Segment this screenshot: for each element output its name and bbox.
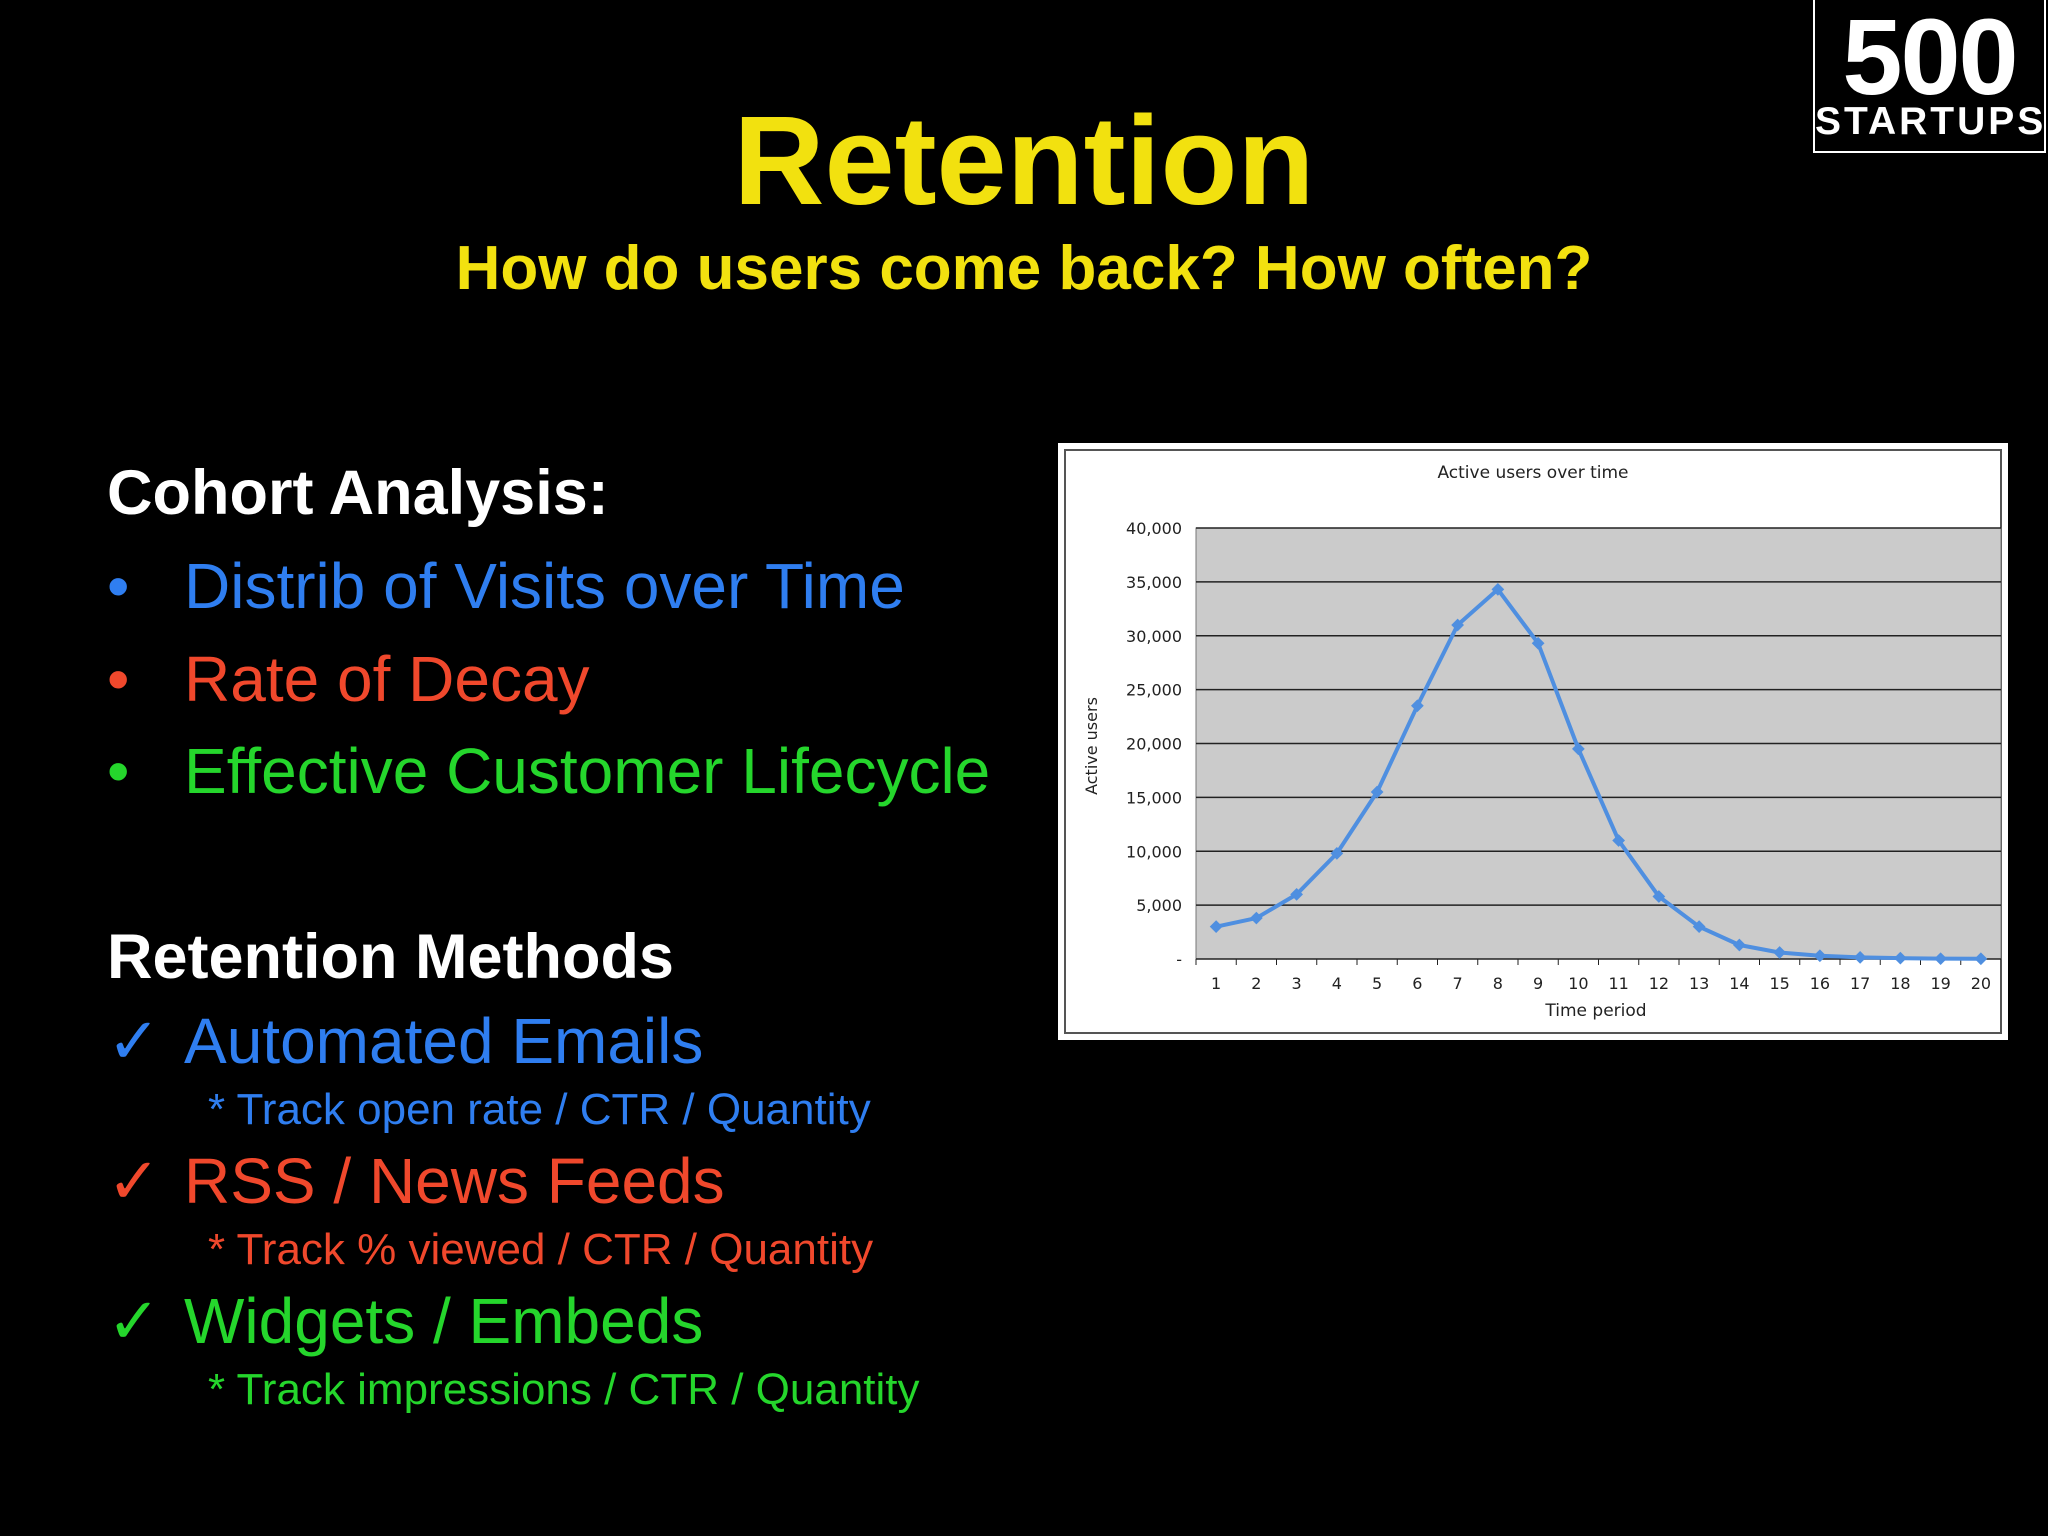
slide-title: Retention bbox=[733, 90, 1315, 231]
x-tick-label: 9 bbox=[1533, 974, 1543, 993]
y-tick-label: 10,000 bbox=[1126, 842, 1182, 861]
x-tick-label: 10 bbox=[1568, 974, 1588, 993]
active-users-chart: - 5,000 10,000 15,000 20,000 25,000 30,000 35,0… bbox=[1058, 443, 2008, 1040]
x-tick-label: 5 bbox=[1372, 974, 1382, 993]
y-tick-label: 25,000 bbox=[1126, 681, 1182, 700]
x-tick-label: 11 bbox=[1608, 974, 1628, 993]
logo-word: STARTUPS bbox=[1815, 100, 2047, 143]
y-axis-label: Active users bbox=[1082, 697, 1101, 795]
x-tick-label: 19 bbox=[1930, 974, 1950, 993]
x-tick-label: 8 bbox=[1493, 974, 1503, 993]
x-tick-label: 17 bbox=[1850, 974, 1870, 993]
retention-item-detail: * Track open rate / CTR / Quantity bbox=[208, 1085, 871, 1134]
x-tick-label: 4 bbox=[1332, 974, 1342, 993]
cohort-item-label: Effective Customer Lifecycle bbox=[184, 735, 991, 807]
x-tick-label: 6 bbox=[1412, 974, 1422, 993]
y-tick-label: 20,000 bbox=[1126, 735, 1182, 754]
check-icon: ✓ bbox=[107, 1005, 161, 1077]
series-line bbox=[1215, 587, 1981, 961]
x-tick-label: 13 bbox=[1689, 974, 1709, 993]
y-tick-label: 30,000 bbox=[1126, 627, 1182, 646]
retention-item-label: RSS / News Feeds bbox=[184, 1145, 725, 1217]
y-tick-label: - bbox=[1176, 950, 1182, 969]
cohort-item-label: Rate of Decay bbox=[184, 643, 590, 715]
y-tick-label: 40,000 bbox=[1126, 519, 1182, 538]
x-tick-label: 20 bbox=[1971, 974, 1991, 993]
check-icon: ✓ bbox=[107, 1285, 161, 1357]
bullet-icon: • bbox=[107, 735, 130, 807]
retention-item-label: Automated Emails bbox=[184, 1005, 704, 1077]
x-tick-label: 18 bbox=[1890, 974, 1910, 993]
x-tick-label: 16 bbox=[1810, 974, 1830, 993]
bullet-icon: • bbox=[107, 643, 130, 715]
y-tick-label: 15,000 bbox=[1126, 788, 1182, 807]
retention-methods-heading: Retention Methods bbox=[107, 922, 674, 992]
x-tick-label: 7 bbox=[1453, 974, 1463, 993]
cohort-analysis-heading: Cohort Analysis: bbox=[107, 458, 609, 528]
bullet-icon: • bbox=[107, 550, 130, 622]
500-startups-logo: 500 STARTUPS bbox=[1813, 0, 2046, 153]
retention-item-detail: * Track impressions / CTR / Quantity bbox=[208, 1365, 920, 1414]
x-tick-label: 3 bbox=[1292, 974, 1302, 993]
x-tick-label: 1 bbox=[1211, 974, 1221, 993]
retention-item-label: Widgets / Embeds bbox=[184, 1285, 704, 1357]
slide-subtitle: How do users come back? How often? bbox=[455, 234, 1593, 303]
chart-svg: - 5,000 10,000 15,000 20,000 25,000 30,000 35,0… bbox=[1064, 449, 2002, 1034]
x-axis-label: Time period bbox=[1544, 1001, 1646, 1021]
y-tick-label: 35,000 bbox=[1126, 573, 1182, 592]
x-tick-label: 12 bbox=[1649, 974, 1669, 993]
cohort-item-label: Distrib of Visits over Time bbox=[184, 550, 905, 622]
retention-item-detail: * Track % viewed / CTR / Quantity bbox=[208, 1225, 874, 1274]
x-tick-label: 15 bbox=[1769, 974, 1789, 993]
chart-title: Active users over time bbox=[1437, 463, 1628, 483]
x-tick-label: 2 bbox=[1251, 974, 1261, 993]
check-icon: ✓ bbox=[107, 1145, 161, 1217]
x-tick-label: 14 bbox=[1729, 974, 1749, 993]
y-tick-label: 5,000 bbox=[1136, 896, 1182, 915]
logo-number: 500 bbox=[1842, 0, 2018, 117]
